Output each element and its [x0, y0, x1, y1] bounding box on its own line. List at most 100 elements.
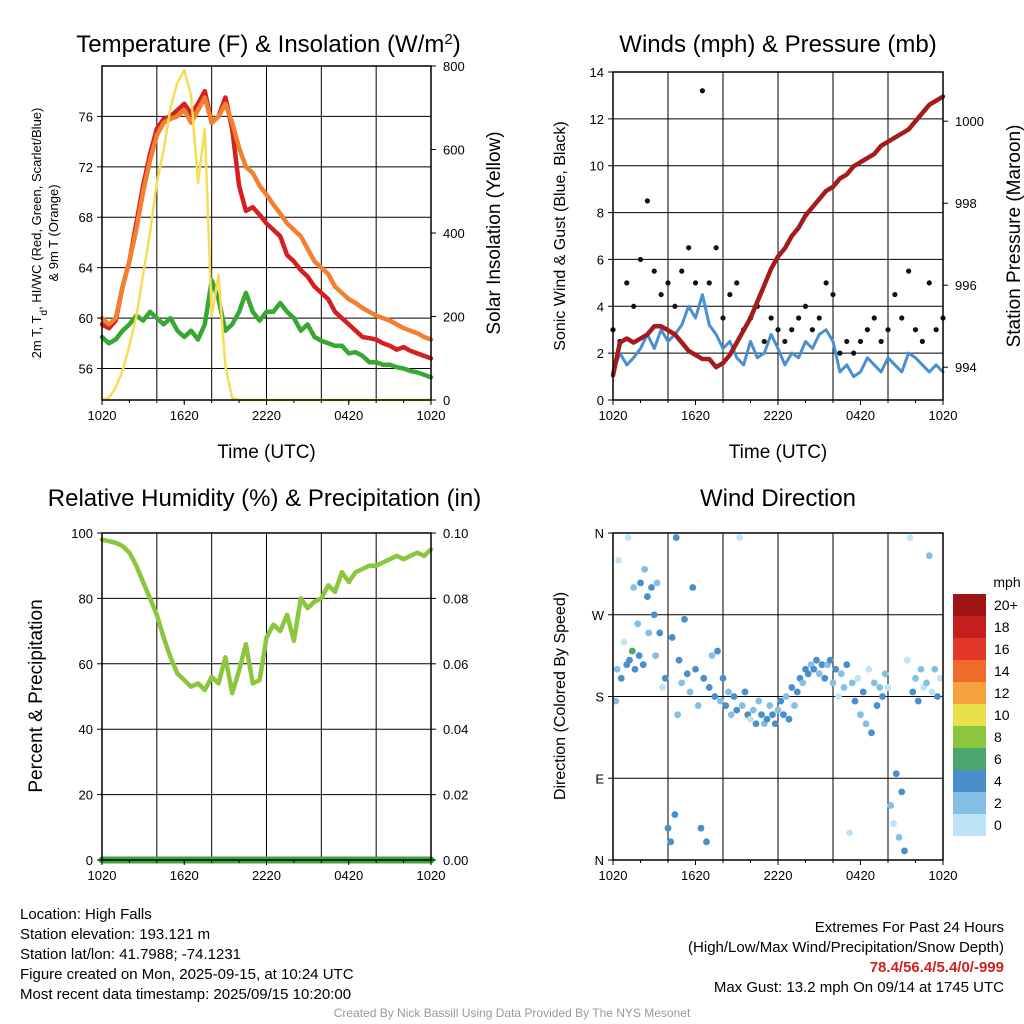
x-tick-label: 0420 — [334, 868, 363, 883]
y-right-tick-label: 0.10 — [443, 526, 468, 541]
direction-point — [793, 688, 801, 696]
colorbar-label: 6 — [994, 751, 1002, 767]
gust-point — [837, 350, 843, 356]
gust-point — [885, 327, 891, 333]
direction-point — [835, 693, 842, 700]
gust-point — [699, 88, 705, 94]
y-right-tick-label: 0.08 — [443, 591, 468, 606]
x-tick-label: 0420 — [846, 868, 875, 883]
direction-point — [810, 665, 818, 673]
gust-point — [631, 303, 637, 309]
direction-point — [630, 584, 638, 591]
direction-point — [617, 674, 625, 682]
gust-point — [809, 327, 815, 333]
direction-point — [785, 715, 793, 723]
direction-point — [714, 647, 721, 655]
direction-point — [876, 684, 884, 691]
gust-point — [912, 327, 919, 333]
gust-point — [864, 327, 870, 333]
colorbar-label: 16 — [994, 641, 1010, 657]
created-text: Figure created on Mon, 2025-09-15, at 10… — [20, 966, 354, 983]
chart-title: Temperature (F) & Insolation (W/m2) — [76, 31, 460, 59]
colorbar-swatch — [953, 616, 986, 638]
gust-point — [871, 315, 877, 321]
direction-point — [870, 679, 878, 687]
direction-point — [749, 706, 757, 714]
direction-point — [769, 711, 776, 719]
direction-point — [725, 688, 732, 696]
gust-point — [692, 280, 699, 286]
y-tick-label: 6 — [597, 252, 604, 267]
direction-point — [934, 693, 941, 700]
direction-point — [925, 552, 933, 560]
x-tick-label: 1020 — [88, 408, 117, 423]
y-right-tick-label: 400 — [443, 226, 465, 241]
direction-point — [868, 729, 875, 737]
direction-point — [716, 697, 724, 705]
direction-point — [639, 661, 647, 669]
direction-point — [708, 652, 716, 660]
x-tick-label: 1620 — [681, 868, 710, 883]
x-axis-label: Time (UTC) — [729, 442, 828, 463]
gust-point — [802, 303, 809, 309]
colorbar-swatch — [953, 814, 986, 836]
direction-point — [909, 688, 917, 696]
direction-point — [826, 656, 834, 664]
colorbar-swatch — [953, 638, 986, 660]
direction-point — [664, 824, 672, 832]
chart-title-sup: 2 — [444, 31, 452, 48]
direction-point — [851, 697, 859, 705]
y-right-tick-label: 0.00 — [443, 853, 468, 868]
y-tick-label: 100 — [71, 526, 93, 541]
direction-point — [777, 697, 785, 705]
colorbar-swatch — [953, 748, 986, 770]
gust-point — [672, 303, 678, 309]
gust-point — [906, 268, 912, 274]
direction-point — [678, 679, 686, 687]
gust-point — [644, 198, 650, 204]
direction-point — [898, 788, 906, 796]
y-tick-label: 60 — [79, 311, 93, 326]
y-right-tick-label: 0 — [443, 393, 450, 408]
direction-point — [653, 579, 661, 587]
y-tick-label: 64 — [79, 261, 93, 276]
direction-point — [758, 711, 765, 719]
direction-point — [780, 711, 787, 719]
y-right-tick-label: 1000 — [955, 114, 984, 129]
x-tick-label: 0420 — [334, 408, 363, 423]
direction-point — [692, 665, 699, 673]
direction-point — [857, 711, 864, 719]
gust-point — [637, 256, 644, 263]
y-axis-label: Direction (Colored By Speed) — [552, 592, 569, 800]
direction-point — [859, 688, 867, 696]
extremes-block: Extremes For Past 24 Hours (High/Low/Max… — [688, 918, 1004, 998]
direction-point — [620, 638, 628, 646]
direction-point — [675, 656, 683, 664]
y-tick-label: 0 — [597, 393, 604, 408]
series-wind — [611, 293, 945, 379]
y-tick-label: 40 — [79, 722, 93, 737]
direction-point — [763, 715, 771, 723]
y-tick-label: 72 — [79, 160, 93, 175]
direction-point — [799, 679, 807, 687]
direction-point — [711, 693, 719, 700]
y-label-part: 2m T, T — [29, 315, 44, 358]
max-gust-text: Max Gust: 13.2 mph On 09/14 at 1745 UTC — [713, 979, 1004, 996]
direction-point — [818, 661, 826, 669]
gust-point — [857, 338, 864, 345]
y-tick-label: 12 — [590, 112, 604, 127]
gust-point — [686, 245, 692, 251]
direction-point — [637, 579, 644, 587]
y-tick-label: 20 — [79, 788, 93, 803]
direction-point — [697, 824, 705, 832]
y-right-tick-label: 998 — [955, 196, 977, 211]
direction-point — [884, 684, 892, 691]
x-tick-label: 1020 — [599, 408, 628, 423]
direction-point — [722, 702, 730, 709]
gust-point — [789, 327, 795, 333]
colorbar-label: 8 — [994, 729, 1002, 745]
chart-title: Wind Direction — [700, 485, 856, 512]
colorbar-swatch — [953, 594, 986, 616]
direction-point — [667, 838, 675, 846]
